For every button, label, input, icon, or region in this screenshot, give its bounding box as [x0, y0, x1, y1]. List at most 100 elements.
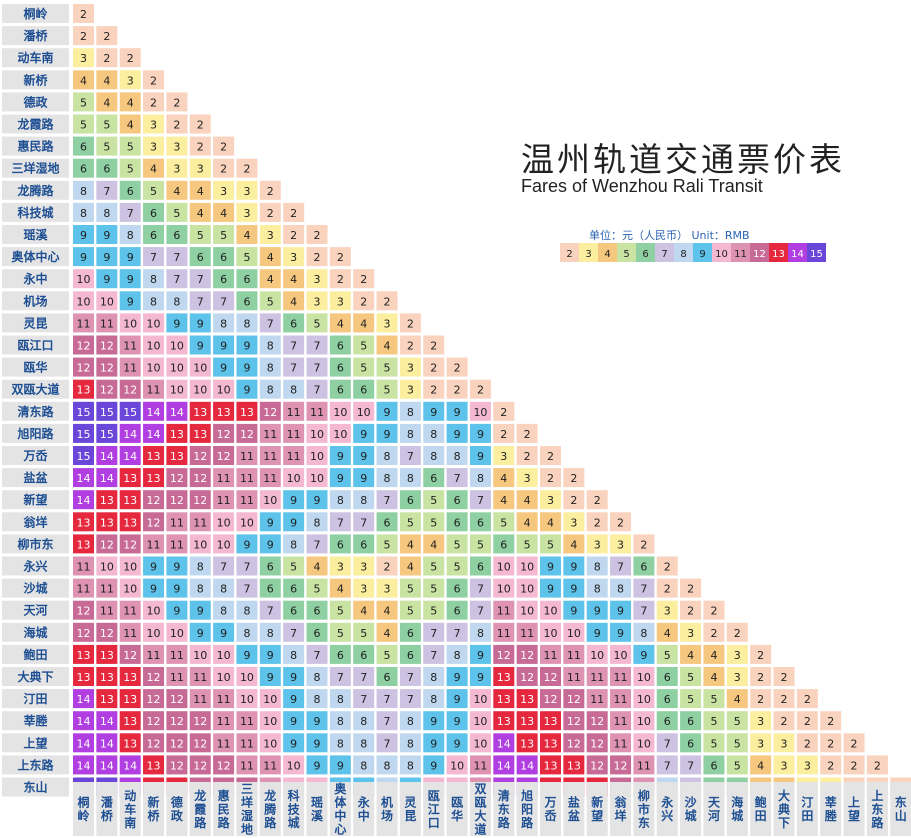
fare-cell [73, 600, 94, 620]
fare-value: 2 [804, 693, 811, 706]
fare-value: 7 [477, 494, 484, 507]
fare-value: 3 [664, 605, 671, 618]
fare-cell [376, 689, 398, 709]
fare-cell [143, 401, 165, 421]
col-label-bg [820, 782, 842, 836]
col-label: 沙城 [685, 796, 697, 824]
fare-cell [306, 534, 328, 554]
fare-cell [329, 269, 351, 289]
fare-cell [399, 313, 421, 333]
fare-value: 4 [220, 207, 227, 220]
fare-value: 13 [544, 759, 558, 772]
fare-value: 13 [544, 715, 558, 728]
fare-cell [283, 468, 305, 488]
fare-value: 7 [360, 516, 367, 529]
fare-cell [493, 534, 515, 554]
row-label-bg [2, 711, 69, 731]
fare-value: 8 [407, 715, 414, 728]
fare-cell [96, 667, 118, 686]
fare-value: 12 [170, 759, 184, 772]
fare-value: 7 [173, 251, 180, 264]
fare-cell [329, 357, 351, 377]
fare-value: 5 [430, 605, 437, 618]
fare-value: 9 [220, 627, 227, 640]
fare-value: 6 [710, 759, 717, 772]
fare-value: 9 [150, 561, 157, 574]
fare-cell [469, 755, 491, 775]
fare-cell [399, 644, 421, 664]
fare-cell [96, 622, 118, 642]
fare-value: 8 [197, 583, 204, 596]
fare-cell [189, 335, 211, 355]
fare-cell [516, 556, 538, 576]
fare-value: 5 [360, 362, 367, 375]
fare-cell [680, 755, 702, 775]
fare-cell [236, 755, 258, 775]
fare-cell [96, 689, 118, 709]
fare-cell [563, 667, 585, 686]
fare-value: 2 [337, 251, 344, 264]
fare-cell [73, 357, 94, 377]
fare-cell [259, 556, 281, 576]
fare-value: 15 [77, 450, 91, 463]
fare-value: 4 [734, 693, 741, 706]
fare-cell [423, 689, 445, 709]
fare-value: 2 [734, 627, 741, 640]
fare-value: 2 [594, 516, 601, 529]
fare-cell [586, 667, 608, 686]
fare-value: 2 [827, 737, 834, 750]
fare-value: 5 [197, 229, 204, 242]
fare-cell [306, 291, 328, 311]
fare-value: 2 [290, 229, 297, 242]
fare-value: 3 [360, 583, 367, 596]
fare-cell [213, 423, 235, 443]
fare-value: 7 [687, 759, 694, 772]
fare-value: 8 [360, 715, 367, 728]
fare-value: 12 [147, 737, 161, 750]
fare-cell [703, 755, 725, 775]
legend-swatch [655, 243, 674, 262]
fare-cell [446, 711, 468, 731]
fare-value: 10 [310, 428, 324, 441]
fare-value: 5 [454, 561, 461, 574]
fare-cell [143, 158, 165, 178]
fare-value: 5 [734, 737, 741, 750]
fare-cell [143, 667, 165, 686]
fare-cell [306, 313, 328, 333]
fare-value: 8 [127, 229, 134, 242]
fare-value: 11 [590, 671, 604, 684]
fare-cell [96, 357, 118, 377]
fare-value: 7 [197, 273, 204, 286]
fare-value: 6 [454, 494, 461, 507]
fare-value: 5 [220, 229, 227, 242]
fare-value: 14 [100, 450, 114, 463]
fare-value: 10 [637, 671, 651, 684]
row-label-bg [2, 667, 69, 686]
fare-value: 9 [477, 428, 484, 441]
fare-value: 12 [217, 450, 231, 463]
fare-value: 11 [170, 649, 184, 662]
fare-cell [399, 667, 421, 686]
fare-cell [726, 689, 748, 709]
fare-cell [213, 291, 235, 311]
fare-value: 5 [384, 538, 391, 551]
fare-cell [119, 114, 141, 134]
fare-value: 6 [173, 229, 180, 242]
fare-value: 9 [103, 251, 110, 264]
fare-cell [236, 180, 258, 200]
fare-cell [213, 180, 235, 200]
fare-value: 10 [567, 627, 581, 640]
fare-value: 8 [594, 561, 601, 574]
fare-value: 13 [123, 671, 137, 684]
fare-cell [143, 733, 165, 753]
fare-cell [143, 600, 165, 620]
fare-value: 3 [781, 737, 788, 750]
fare-cell [166, 711, 188, 731]
legend-swatch [617, 243, 636, 262]
fare-value: 13 [77, 384, 91, 397]
fare-cell [259, 357, 281, 377]
fare-value: 3 [220, 185, 227, 198]
fare-value: 13 [100, 649, 114, 662]
fare-value: 3 [127, 74, 134, 87]
fare-value: 6 [407, 649, 414, 662]
